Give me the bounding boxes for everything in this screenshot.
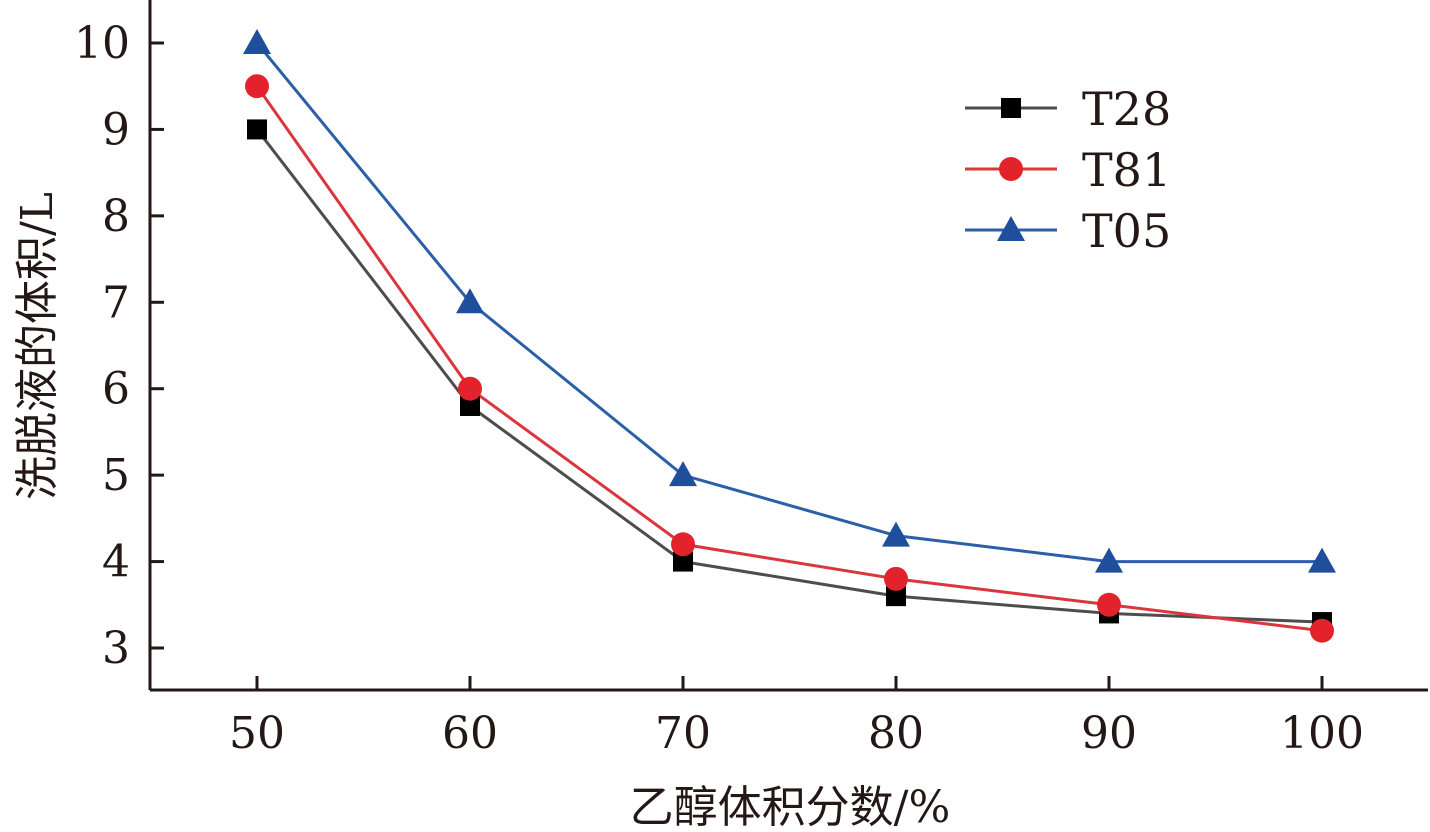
y-tick-label: 3 (102, 623, 130, 674)
x-tick-label: 70 (655, 708, 711, 759)
x-tick-label: 60 (442, 708, 498, 759)
data-point-t05 (1095, 547, 1123, 573)
y-tick-label: 4 (102, 537, 130, 588)
data-point-t81 (245, 74, 269, 99)
data-point-t81 (1097, 592, 1121, 617)
legend-label-t28: T28 (1082, 82, 1171, 136)
series-line-t05 (255, 42, 1322, 564)
y-tick-label: 6 (102, 364, 130, 415)
data-point-t28 (460, 396, 480, 416)
legend-marker-t05 (997, 216, 1025, 241)
data-point-t05 (1308, 547, 1336, 573)
data-point-t81 (458, 376, 482, 401)
series-line-t81 (255, 85, 1323, 633)
y-tick-label: 8 (102, 191, 130, 242)
data-point-t05 (243, 29, 271, 54)
legend-marker-t28 (1001, 98, 1021, 118)
y-tick-label: 5 (102, 450, 130, 501)
data-point-t28 (886, 586, 906, 607)
legend-label-t05: T05 (1082, 204, 1171, 258)
x-tick-label: 90 (1081, 708, 1137, 759)
legend: T28 T81 T05 (965, 82, 1171, 258)
x-tick-label: 80 (868, 708, 924, 759)
x-tick-label: 100 (1280, 708, 1364, 759)
data-point-t81 (1310, 618, 1334, 643)
data-point-t81 (671, 532, 695, 557)
data-point-t05 (882, 521, 910, 547)
axes: 3 4 5 6 7 8 9 10 50 60 70 80 90 100 (74, 0, 1428, 759)
y-tick-label: 10 (74, 18, 130, 69)
y-tick-label: 7 (102, 277, 130, 328)
y-tick-label: 9 (102, 104, 130, 155)
y-axis-title: 洗脱液的体积/L (12, 192, 63, 500)
data-point-t05 (669, 461, 697, 487)
legend-marker-t81 (999, 157, 1023, 181)
data-point-t28 (247, 119, 267, 140)
series-line-t28 (255, 128, 1323, 624)
series-lines (255, 42, 1323, 633)
data-point-t81 (884, 566, 908, 591)
legend-label-t81: T81 (1082, 143, 1171, 197)
series-markers (243, 29, 1336, 643)
data-point-t05 (456, 288, 484, 314)
x-tick-label: 50 (229, 708, 285, 759)
x-axis-title: 乙醇体积分数/% (630, 782, 951, 832)
data-point-t28 (673, 551, 693, 572)
